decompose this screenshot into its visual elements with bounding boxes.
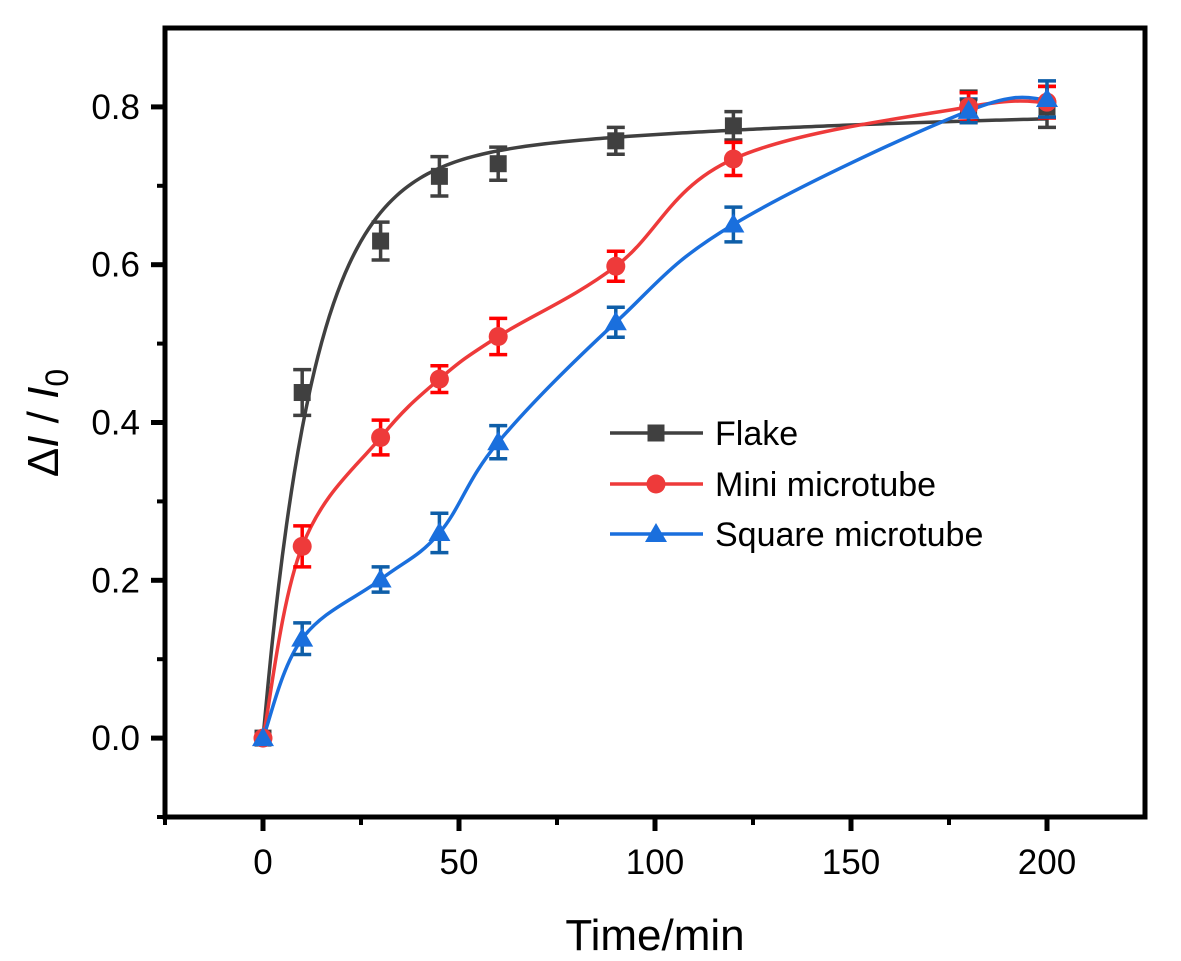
marker-flake <box>293 384 311 402</box>
y-axis-tick-labels: 0.0 0.2 0.4 0.6 0.8 <box>91 88 140 758</box>
marker-flake <box>489 155 507 173</box>
y-tick-label: 0.2 <box>91 561 140 600</box>
legend-label: Square microtube <box>715 516 983 554</box>
fitted-curves <box>261 95 1048 739</box>
legend-marker-circle-icon <box>646 474 666 494</box>
y-axis-title-delta: Δ <box>19 448 68 477</box>
y-tick-label: 0.6 <box>91 246 140 285</box>
marker-mini-microtube <box>606 256 626 276</box>
marker-square-microtube <box>428 521 451 541</box>
y-axis-title-sep: / <box>19 399 68 436</box>
marker-square-microtube <box>291 627 314 647</box>
legend: Flake Mini microtube Square microtube <box>610 415 983 554</box>
legend-marker-triangle-icon <box>645 523 667 542</box>
marker-flake <box>607 132 625 150</box>
x-tick-label: 50 <box>440 843 479 882</box>
marker-square-microtube <box>252 727 274 747</box>
curve-square-microtube <box>261 95 1048 739</box>
curve-mini-microtube <box>261 99 1048 739</box>
legend-label: Mini microtube <box>715 466 936 504</box>
marker-mini-microtube <box>292 536 312 556</box>
x-tick-label: 0 <box>253 843 272 882</box>
y-tick-label: 0.8 <box>91 88 140 127</box>
legend-marker-square-icon <box>647 424 665 442</box>
y-axis-title: ΔI / I0 <box>19 369 75 477</box>
marker-flake <box>724 117 742 135</box>
marker-square-microtube <box>369 568 392 588</box>
marker-mini-microtube <box>488 326 508 346</box>
legend-item-flake: Flake <box>610 415 798 453</box>
marker-square-microtube <box>487 431 510 451</box>
x-tick-label: 150 <box>822 843 880 882</box>
y-axis-ticks <box>151 104 165 819</box>
marker-square-microtube <box>604 311 627 331</box>
marker-mini-microtube <box>371 427 391 447</box>
marker-flake <box>372 232 390 250</box>
marker-square-microtube <box>1036 88 1058 108</box>
marker-square-microtube <box>722 213 745 233</box>
marker-flake <box>430 167 448 185</box>
x-tick-label: 200 <box>1018 843 1076 882</box>
x-axis-title: Time/min <box>565 911 744 960</box>
marker-square-microtube <box>957 99 980 119</box>
data-markers <box>252 88 1058 748</box>
legend-label: Flake <box>715 415 798 453</box>
y-axis-title-var2: I <box>19 387 68 399</box>
curve-flake <box>261 117 1048 739</box>
plot-frame <box>162 25 1148 820</box>
error-bars <box>293 79 1056 657</box>
x-tick-label: 100 <box>626 843 684 882</box>
legend-item-square-microtube: Square microtube <box>610 516 983 554</box>
legend-item-mini-microtube: Mini microtube <box>610 466 936 504</box>
marker-mini-microtube <box>429 369 449 389</box>
marker-mini-microtube <box>723 149 743 169</box>
y-tick-label: 0.0 <box>91 719 140 758</box>
y-axis-title-var: I <box>19 436 68 448</box>
y-tick-label: 0.4 <box>91 404 140 443</box>
x-axis-tick-labels: 0 50 100 150 200 <box>253 843 1076 882</box>
y-axis-title-subscript: 0 <box>39 369 75 387</box>
